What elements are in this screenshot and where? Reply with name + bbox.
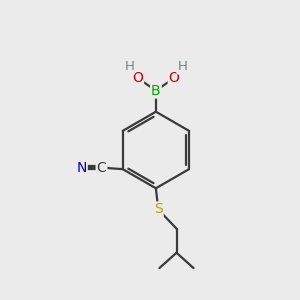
Text: H: H	[178, 61, 187, 74]
Text: O: O	[169, 71, 180, 85]
Text: N: N	[76, 161, 87, 175]
Text: H: H	[124, 61, 134, 74]
Text: C: C	[97, 161, 106, 175]
Text: S: S	[154, 202, 163, 217]
Text: B: B	[151, 83, 161, 98]
Text: O: O	[132, 71, 143, 85]
